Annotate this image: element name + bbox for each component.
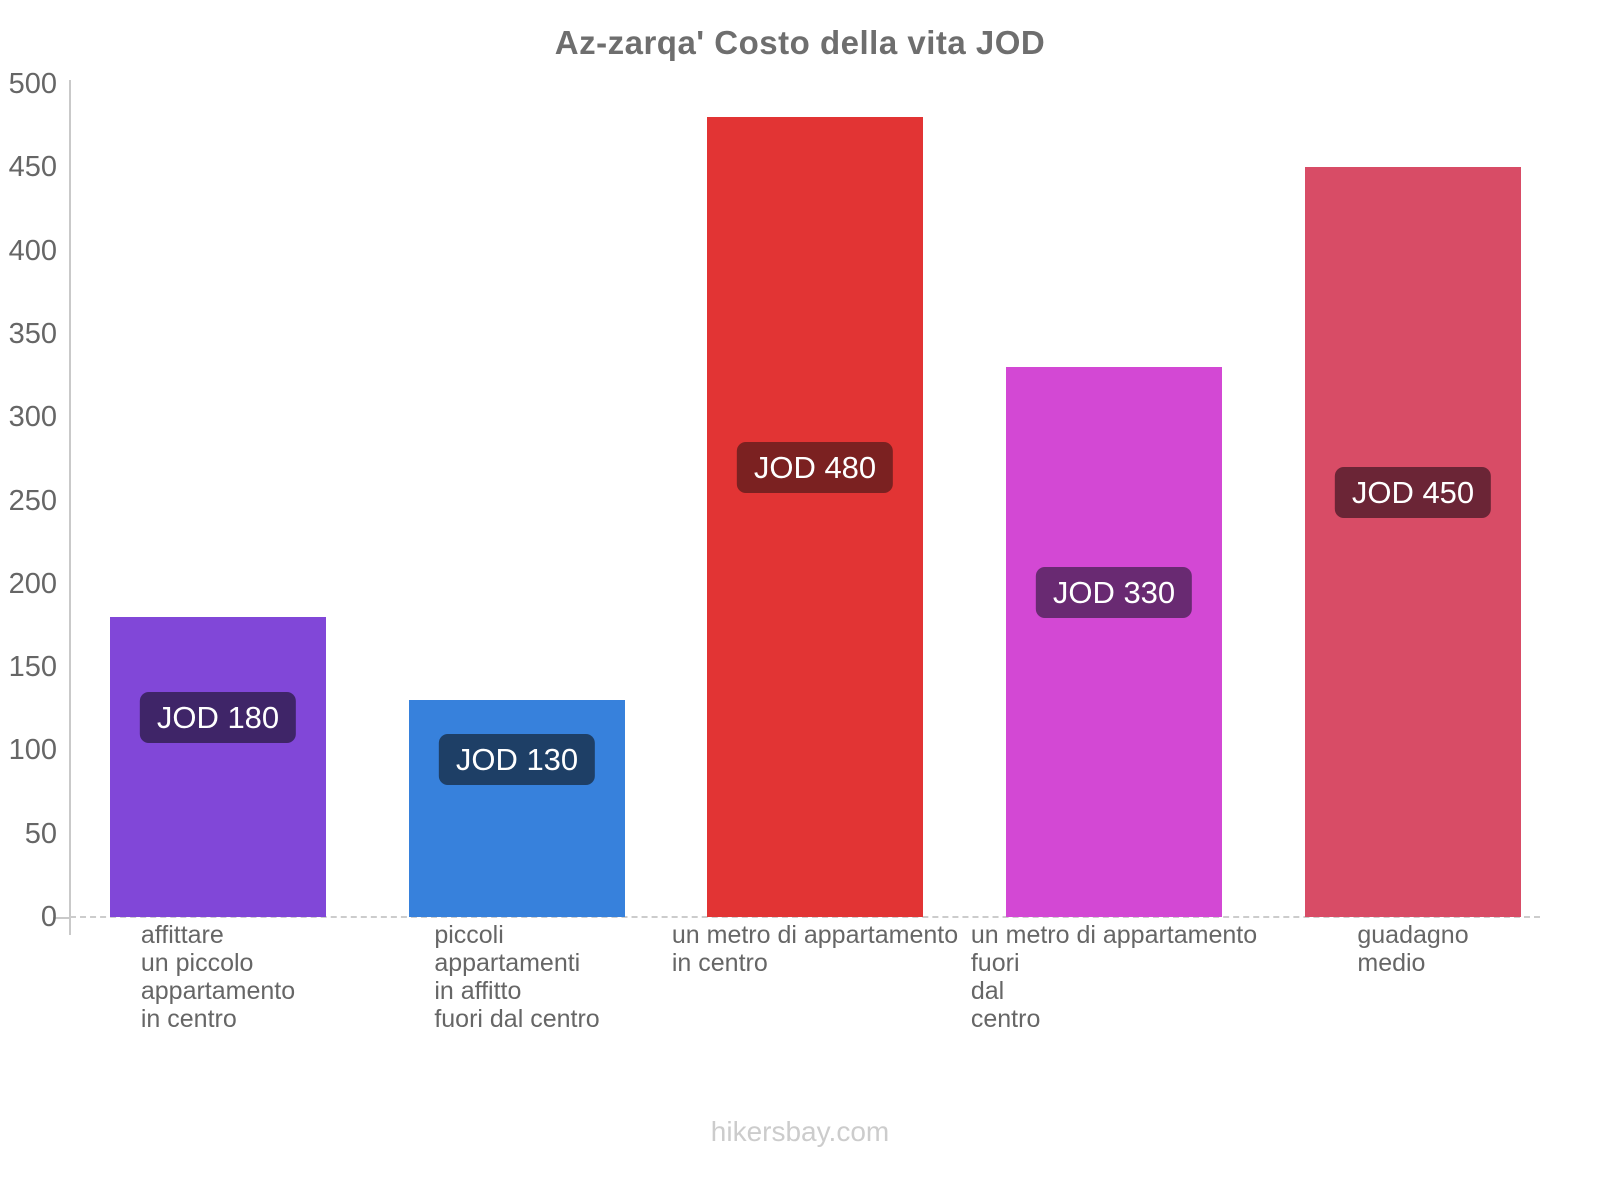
y-tick-label: 500 xyxy=(8,68,57,100)
bar-value-label: JOD 480 xyxy=(736,442,894,493)
y-tick-label: 200 xyxy=(8,567,57,600)
y-axis-line xyxy=(69,80,71,935)
x-axis-line xyxy=(70,916,1540,918)
bar-value-label: JOD 450 xyxy=(1334,467,1492,518)
bar[interactable]: JOD 330 xyxy=(1006,367,1222,917)
chart-title: Az-zarqa' Costo della vita JOD xyxy=(554,24,1046,61)
x-axis-label: guadagno medio xyxy=(1357,921,1469,977)
bar[interactable]: JOD 480 xyxy=(707,117,923,917)
y-tick-label: 250 xyxy=(8,484,57,517)
bar-value-label: JOD 130 xyxy=(438,733,596,785)
bar[interactable]: JOD 130 xyxy=(409,700,625,917)
y-tick-label: 300 xyxy=(8,401,57,434)
bar[interactable]: JOD 180 xyxy=(110,617,326,917)
y-tick-label: 0 xyxy=(40,901,57,933)
bar[interactable]: JOD 450 xyxy=(1305,167,1521,917)
y-tick-label: 450 xyxy=(8,151,57,184)
footer-link[interactable]: hikersbay.com xyxy=(710,1116,890,1147)
x-axis-label: piccoli appartamenti in affitto fuori dal c… xyxy=(434,921,600,1033)
x-axis-label: un metro di appartamento in centro xyxy=(671,921,959,977)
y-tick-label: 100 xyxy=(8,734,57,767)
x-axis-label: un metro di appartamento fuori dal centro xyxy=(970,921,1258,1033)
zero-tick-mark xyxy=(53,917,70,919)
y-tick-label: 400 xyxy=(8,234,57,267)
y-tick-label: 350 xyxy=(8,317,57,350)
y-tick-label: 50 xyxy=(24,817,57,850)
x-axis-label: affittare un piccolo appartamento in centro xyxy=(140,921,296,1033)
bar-value-label: JOD 330 xyxy=(1035,567,1193,618)
y-tick-label: 150 xyxy=(8,651,57,684)
bar-value-label: JOD 180 xyxy=(139,692,297,743)
